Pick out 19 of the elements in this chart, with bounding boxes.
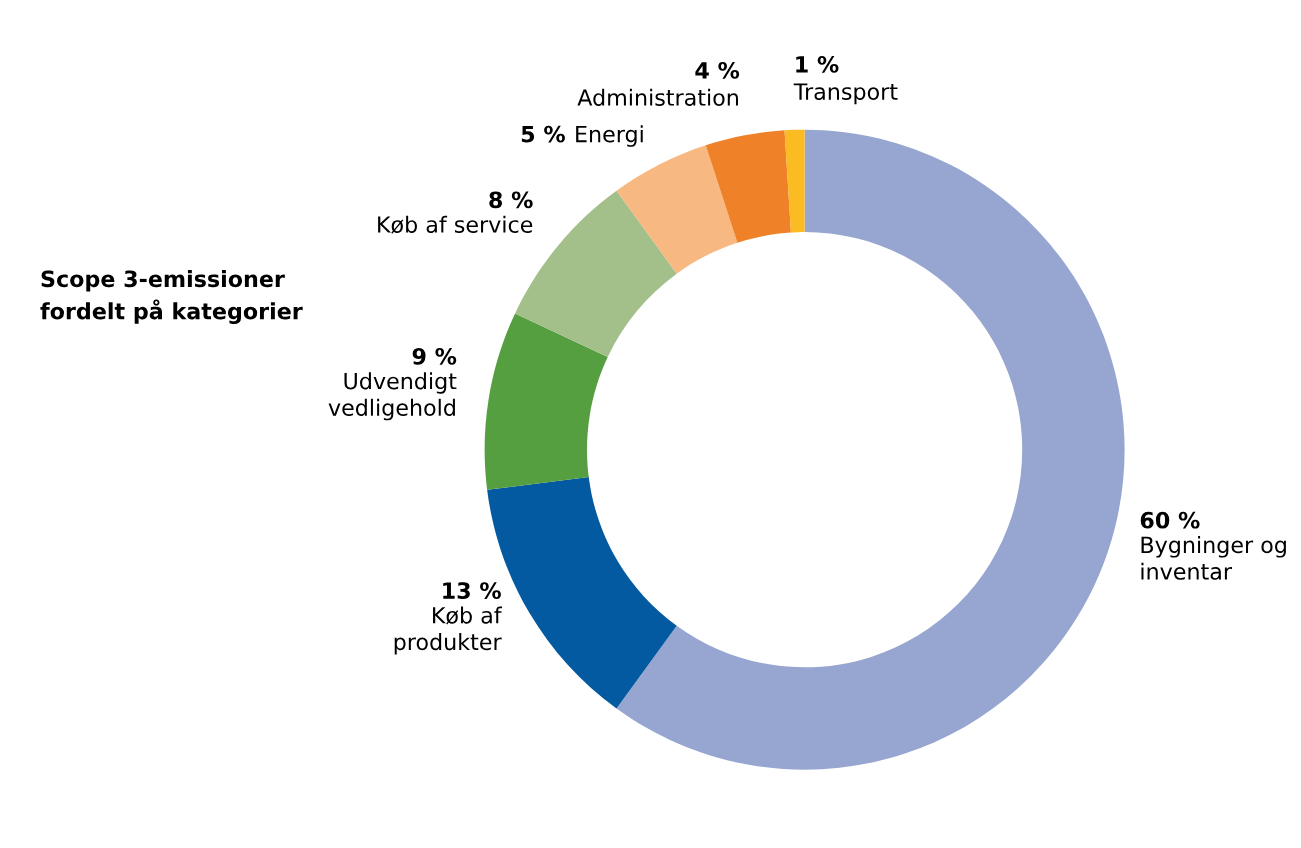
data-label: 8 % [489, 191, 533, 209]
slice-label: Administration [577, 88, 738, 106]
donut-slice [705, 130, 791, 243]
data-label: 1 % [796, 55, 839, 73]
data-label: 60 % [1140, 511, 1200, 529]
slice-label: Køb af service [378, 215, 533, 234]
donut-slice [784, 129, 805, 233]
data-label: 5 % [521, 125, 565, 143]
slice-label: Køb af produkter [394, 606, 503, 655]
slice-label: Udvendigt vedligehold [328, 372, 457, 421]
text: Scope 3-emissioner fordelt på kategorier [40, 270, 303, 324]
slice-label: Energi [576, 125, 643, 147]
slice-label: Bygninger og inventar [1141, 536, 1286, 580]
donut-slice [616, 145, 738, 274]
data-label: 13 % [443, 582, 501, 599]
slice-label: Transport [793, 83, 898, 105]
data-label: 4 % [695, 61, 740, 79]
donut-slice [484, 313, 608, 490]
data-label: 9 % [412, 347, 457, 365]
